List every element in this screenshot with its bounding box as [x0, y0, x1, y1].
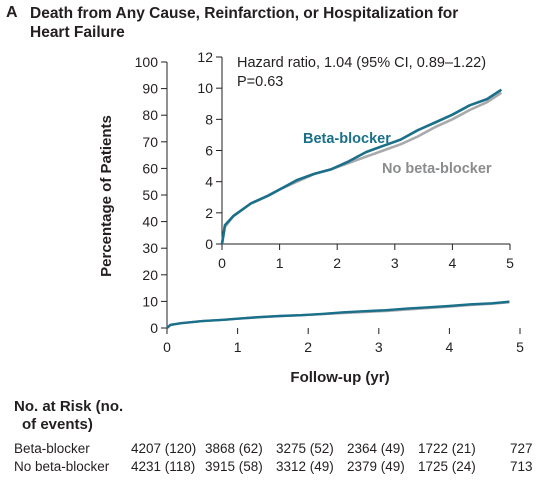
inset-x-tick-label: 1 [276, 255, 284, 271]
risk-cell: 1725 (24) [418, 459, 476, 474]
y-tick-label: 50 [142, 187, 158, 203]
x-tick-label: 2 [304, 339, 312, 355]
risk-title-line1: No. at Risk (no. [14, 398, 124, 415]
risk-cell: 3275 (52) [276, 441, 334, 456]
inset-x-tick-label: 2 [333, 255, 341, 271]
risk-cell: 3868 (62) [205, 441, 263, 456]
x-axis-label: Follow-up (yr) [290, 369, 389, 386]
risk-row-label: Beta-blocker [14, 441, 90, 456]
chart-title: Death from Any Cause, Reinfarction, or H… [30, 5, 459, 41]
risk-cell: 2364 (49) [347, 441, 405, 456]
beta-blocker-series-label: Beta-blocker [303, 131, 391, 147]
y-tick-label: 90 [142, 81, 158, 97]
risk-row-label: No beta-blocker [14, 459, 110, 474]
x-tick-label: 4 [446, 339, 454, 355]
p-value-annotation: P=0.63 [237, 74, 283, 90]
y-tick-label: 20 [142, 267, 158, 283]
y-tick-label: 40 [142, 214, 158, 230]
y-tick-label: 70 [142, 134, 158, 150]
main-series [166, 300, 510, 329]
inset-y-tick-label: 8 [205, 111, 213, 127]
inset-series [220, 88, 503, 245]
risk-cell: 4207 (120) [131, 441, 197, 456]
series-line [166, 300, 510, 329]
y-tick-label: 10 [142, 293, 158, 309]
risk-title-line2: of events) [22, 416, 93, 433]
inset-y-tick-label: 12 [197, 49, 213, 65]
risk-cell: 1722 (21) [418, 441, 476, 456]
x-tick-label: 5 [516, 339, 524, 355]
no-beta-blocker-series-label: No beta-blocker [382, 161, 492, 177]
inset-y-tick-label: 0 [205, 236, 213, 252]
y-tick-label: 0 [150, 320, 158, 336]
y-tick-label: 80 [142, 107, 158, 123]
y-tick-label: 100 [135, 54, 159, 70]
inset-x-tick-label: 0 [218, 255, 226, 271]
inset-y-tick-label: 2 [205, 205, 213, 221]
risk-cell: 2379 (49) [347, 459, 405, 474]
y-axis-label: Percentage of Patients [98, 115, 115, 277]
inset-x-tick-label: 4 [449, 255, 457, 271]
panel-letter: A [6, 4, 18, 21]
risk-cell: 727 [510, 441, 533, 456]
risk-cell: 713 [510, 459, 533, 474]
risk-table-title: No. at Risk (no. of events) [14, 398, 123, 434]
y-tick-label: 30 [142, 240, 158, 256]
risk-cell: 3312 (49) [276, 459, 334, 474]
risk-cell: 4231 (118) [131, 459, 196, 474]
inset-y-tick-label: 4 [205, 174, 213, 190]
x-tick-label: 1 [234, 339, 242, 355]
x-tick-label: 0 [163, 339, 171, 355]
hazard-ratio-annotation: Hazard ratio, 1.04 (95% CI, 0.89–1.22) [237, 55, 486, 71]
risk-cell: 3915 (58) [205, 459, 263, 474]
inset-series-line [220, 88, 503, 245]
inset-y-tick-label: 10 [197, 80, 213, 96]
y-tick-label: 60 [142, 160, 158, 176]
inset-y-tick-label: 6 [205, 143, 213, 159]
x-tick-label: 3 [375, 339, 383, 355]
inset-x-tick-label: 3 [391, 255, 399, 271]
inset-x-tick-label: 5 [506, 255, 514, 271]
